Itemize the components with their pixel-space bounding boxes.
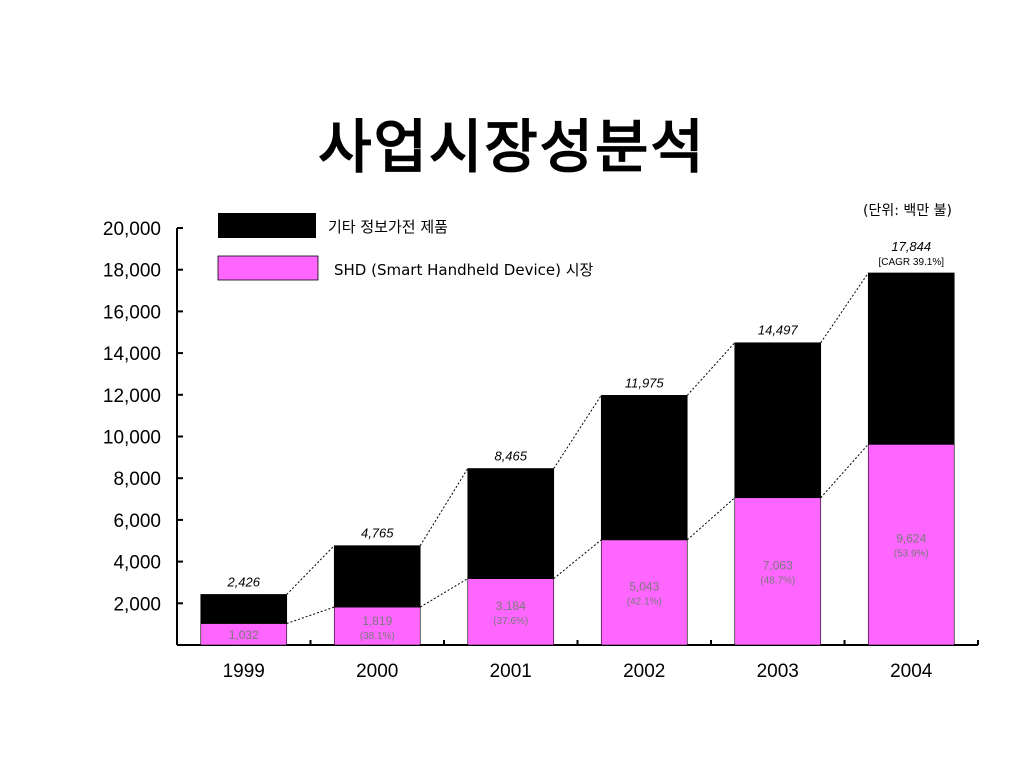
total-label: 4,765	[361, 526, 394, 541]
shd-value-label: 3,184	[496, 599, 526, 613]
y-tick-label: 6,000	[113, 511, 161, 532]
shd-connector	[286, 606, 335, 624]
bar-shd	[867, 444, 955, 646]
y-tick-label: 14,000	[103, 344, 161, 365]
bar-other	[467, 468, 555, 579]
y-tick-label: 4,000	[113, 553, 161, 574]
total-label: 8,465	[494, 449, 527, 464]
cagr-label: [CAGR 39.1%]	[878, 257, 944, 268]
total-connector	[286, 545, 335, 595]
x-tick-label: 2004	[890, 661, 933, 682]
connector-lines	[286, 272, 869, 624]
y-tick-label: 2,000	[113, 594, 161, 615]
shd-connector	[553, 539, 602, 580]
shd-share-label: (48.7%)	[760, 575, 795, 586]
bar-other	[333, 545, 421, 608]
shd-share-label: (38.1%)	[360, 631, 395, 642]
x-tick-label: 2002	[623, 661, 665, 682]
y-tick-label: 10,000	[103, 428, 161, 449]
unit-note: (단위: 백만 불)	[863, 203, 952, 219]
shd-value-label: 9,624	[896, 532, 926, 546]
total-label: 2,426	[226, 574, 260, 589]
total-label: 17,844	[891, 239, 931, 254]
x-tick-label: 2000	[356, 661, 398, 682]
shd-share-label: (53.9%)	[894, 549, 929, 560]
y-tick-label: 20,000	[103, 219, 161, 240]
bar-other	[867, 272, 955, 445]
y-tick-label: 12,000	[103, 386, 161, 407]
legend-swatch-other	[218, 213, 316, 238]
shd-value-label: 5,043	[629, 579, 659, 593]
data-labels: 2,426 1,032 4,765 1,819 (38.1%) 8,465 3,184 (37…	[226, 239, 944, 642]
y-tick-label: 18,000	[103, 261, 161, 282]
axes: 2,000 4,000 6,000 8,000 10,000 12,000 14,000 16…	[103, 219, 979, 682]
bar-shd	[333, 606, 421, 646]
bar-other	[734, 342, 822, 499]
page-title: 사업시장성분석	[318, 113, 706, 181]
total-connector	[820, 272, 869, 344]
bars	[200, 272, 955, 646]
shd-share-label: (37.6%)	[493, 616, 528, 627]
x-tick-label: 2001	[490, 661, 532, 682]
y-tick-label: 8,000	[113, 469, 161, 490]
shd-connector	[686, 497, 736, 541]
total-connector	[419, 468, 469, 546]
shd-value-label: 1,032	[229, 628, 259, 642]
total-connector	[686, 342, 736, 396]
legend-swatch-shd	[217, 255, 319, 281]
shd-share-label: (42.1%)	[627, 596, 662, 607]
x-tick-label: 2003	[757, 661, 799, 682]
bar-other	[200, 594, 288, 624]
total-label: 14,497	[758, 323, 799, 338]
bar-shd	[467, 578, 555, 646]
legend-label-shd: SHD (Smart Handheld Device) 시장	[334, 261, 594, 279]
y-tick-label: 16,000	[103, 302, 161, 323]
x-tick-label: 1999	[223, 661, 265, 682]
shd-connector	[419, 578, 469, 608]
legend: 기타 정보가전 제품 SHD (Smart Handheld Device) 시장	[217, 213, 594, 281]
bar-other	[600, 395, 688, 541]
legend-label-other: 기타 정보가전 제품	[328, 218, 448, 236]
total-label: 11,975	[625, 375, 665, 390]
bar-shd	[600, 539, 688, 646]
total-connector	[553, 395, 602, 469]
bar-shd	[734, 497, 822, 646]
shd-value-label: 1,819	[362, 614, 392, 628]
shd-connector	[820, 444, 869, 499]
shd-value-label: 7,063	[763, 558, 793, 572]
